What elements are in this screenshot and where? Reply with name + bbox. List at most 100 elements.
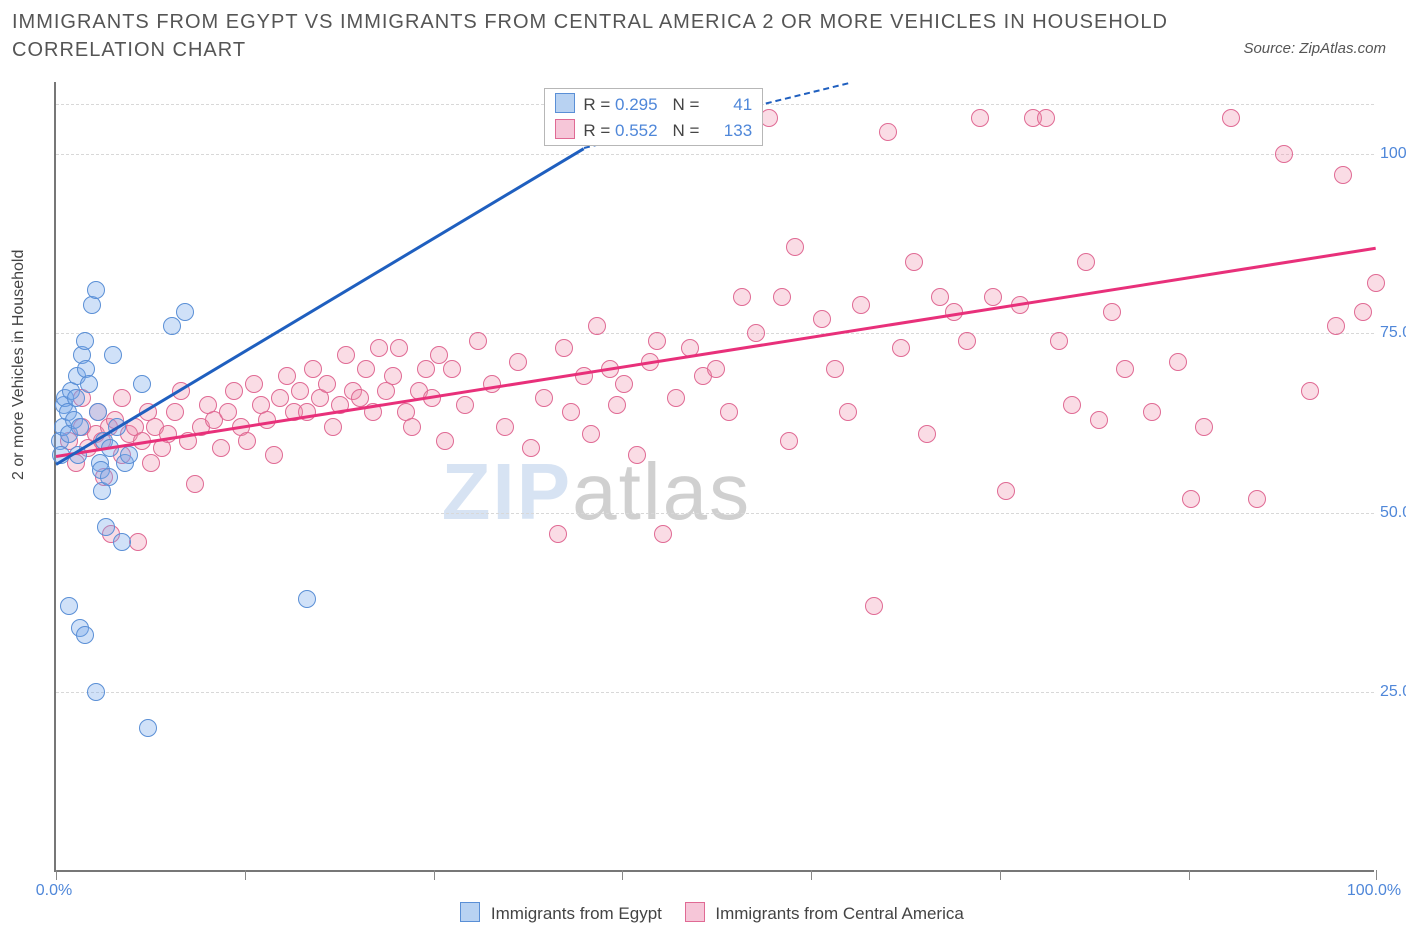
scatter-point-egypt: [87, 281, 105, 299]
stats-r-value: 0.552: [615, 121, 663, 141]
stats-swatch-icon: [555, 119, 575, 139]
stats-n-label: N =: [663, 95, 704, 114]
scatter-point-central_america: [1334, 166, 1352, 184]
legend-label-egypt: Immigrants from Egypt: [491, 904, 662, 923]
scatter-point-central_america: [971, 109, 989, 127]
scatter-point-central_america: [337, 346, 355, 364]
scatter-point-central_america: [166, 403, 184, 421]
scatter-point-egypt: [87, 683, 105, 701]
scatter-point-central_america: [278, 367, 296, 385]
gridline-h: [56, 692, 1374, 693]
x-tick: [434, 870, 435, 880]
scatter-point-central_america: [129, 533, 147, 551]
scatter-point-egypt: [298, 590, 316, 608]
scatter-point-egypt: [67, 389, 85, 407]
scatter-point-central_america: [1195, 418, 1213, 436]
scatter-point-egypt: [113, 533, 131, 551]
y-tick-label: 25.0%: [1380, 683, 1406, 701]
scatter-point-central_america: [304, 360, 322, 378]
x-tick: [1376, 870, 1377, 880]
scatter-point-egypt: [176, 303, 194, 321]
legend-bottom: Immigrants from Egypt Immigrants from Ce…: [0, 902, 1406, 924]
scatter-point-central_america: [225, 382, 243, 400]
scatter-point-central_america: [1354, 303, 1372, 321]
scatter-point-central_america: [892, 339, 910, 357]
scatter-point-central_america: [1090, 411, 1108, 429]
legend-swatch-egypt: [460, 902, 480, 922]
scatter-point-central_america: [720, 403, 738, 421]
scatter-point-central_america: [582, 425, 600, 443]
x-tick: [245, 870, 246, 880]
scatter-point-central_america: [707, 360, 725, 378]
scatter-plot-area: ZIPatlas 25.0%50.0%75.0%100.0%R = 0.295 …: [54, 82, 1374, 872]
scatter-point-egypt: [80, 375, 98, 393]
scatter-point-central_america: [549, 525, 567, 543]
scatter-point-central_america: [773, 288, 791, 306]
scatter-point-central_america: [1103, 303, 1121, 321]
scatter-point-central_america: [1301, 382, 1319, 400]
x-tick: [622, 870, 623, 880]
scatter-point-central_america: [238, 432, 256, 450]
gridline-h: [56, 154, 1374, 155]
scatter-point-central_america: [1169, 353, 1187, 371]
scatter-point-central_america: [245, 375, 263, 393]
scatter-point-central_america: [813, 310, 831, 328]
scatter-point-central_america: [1182, 490, 1200, 508]
x-tick: [1189, 870, 1190, 880]
x-tick-label: 100.0%: [1347, 882, 1401, 900]
watermark-zip: ZIP: [442, 447, 572, 536]
scatter-point-central_america: [615, 375, 633, 393]
scatter-point-central_america: [271, 389, 289, 407]
x-tick: [1000, 870, 1001, 880]
scatter-point-central_america: [905, 253, 923, 271]
legend-swatch-central-america: [685, 902, 705, 922]
watermark-text: ZIPatlas: [442, 446, 751, 538]
scatter-point-central_america: [291, 382, 309, 400]
source-attribution: Source: ZipAtlas.com: [1243, 40, 1386, 57]
scatter-point-egypt: [133, 375, 151, 393]
scatter-point-egypt: [163, 317, 181, 335]
scatter-point-central_america: [1063, 396, 1081, 414]
scatter-point-central_america: [1116, 360, 1134, 378]
stats-r-label: R =: [583, 121, 615, 140]
scatter-point-central_america: [1050, 332, 1068, 350]
scatter-point-central_america: [265, 446, 283, 464]
scatter-point-central_america: [555, 339, 573, 357]
scatter-point-central_america: [1037, 109, 1055, 127]
chart-title: IMMIGRANTS FROM EGYPT VS IMMIGRANTS FROM…: [12, 8, 1226, 64]
scatter-point-central_america: [608, 396, 626, 414]
y-axis-label: 2 or more Vehicles in Household: [10, 250, 28, 480]
scatter-point-central_america: [667, 389, 685, 407]
scatter-point-egypt: [120, 446, 138, 464]
scatter-point-central_america: [786, 238, 804, 256]
scatter-point-central_america: [496, 418, 514, 436]
scatter-point-central_america: [918, 425, 936, 443]
scatter-point-central_america: [931, 288, 949, 306]
scatter-point-central_america: [865, 597, 883, 615]
scatter-point-central_america: [733, 288, 751, 306]
scatter-point-egypt: [71, 418, 89, 436]
scatter-point-egypt: [97, 518, 115, 536]
scatter-point-central_america: [588, 317, 606, 335]
scatter-point-central_america: [219, 403, 237, 421]
scatter-point-central_america: [1248, 490, 1266, 508]
stats-n-label: N =: [663, 121, 704, 140]
scatter-point-central_america: [628, 446, 646, 464]
scatter-point-central_america: [430, 346, 448, 364]
scatter-point-central_america: [839, 403, 857, 421]
scatter-point-central_america: [436, 432, 454, 450]
scatter-point-egypt: [76, 626, 94, 644]
x-tick: [811, 870, 812, 880]
scatter-point-egypt: [139, 719, 157, 737]
scatter-point-central_america: [186, 475, 204, 493]
scatter-point-central_america: [113, 389, 131, 407]
x-tick-label: 0.0%: [36, 882, 72, 900]
scatter-point-egypt: [89, 403, 107, 421]
scatter-point-central_america: [351, 389, 369, 407]
scatter-point-central_america: [469, 332, 487, 350]
stats-n-value: 41: [704, 95, 752, 115]
scatter-point-central_america: [879, 123, 897, 141]
stats-r-value: 0.295: [615, 95, 663, 115]
stats-row: R = 0.295 N = 41: [545, 91, 762, 117]
scatter-point-central_america: [212, 439, 230, 457]
